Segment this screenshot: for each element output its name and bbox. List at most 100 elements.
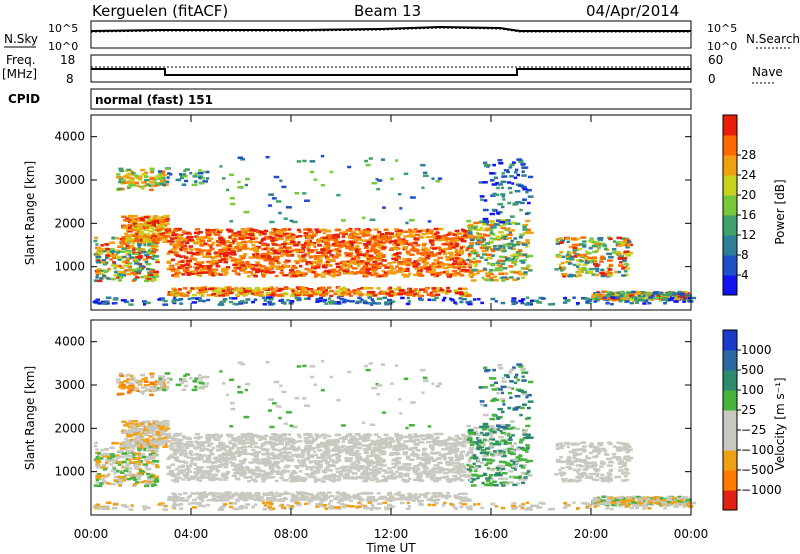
velocity-echo-cell bbox=[147, 445, 153, 449]
power-echo-cell bbox=[127, 214, 134, 218]
velocity-echo-cell bbox=[110, 459, 115, 462]
nsky-tick-top-right: 10^5 bbox=[707, 22, 737, 35]
power-echo-cell bbox=[240, 235, 246, 238]
power-echo-cell bbox=[198, 274, 203, 277]
velocity-echo-cell bbox=[96, 484, 103, 488]
power-echo-cell bbox=[101, 272, 105, 276]
power-echo-cell bbox=[386, 298, 393, 302]
power-echo-cell bbox=[149, 177, 155, 181]
power-echo-cell bbox=[306, 236, 312, 239]
velocity-echo-cell bbox=[104, 475, 109, 478]
velocity-echo-cell bbox=[425, 471, 432, 474]
power-echo-cell bbox=[113, 274, 118, 277]
power-echo-cell bbox=[248, 256, 254, 259]
power-echo-cell bbox=[486, 253, 493, 257]
power-echo-cell bbox=[558, 241, 564, 244]
power-echo-cell bbox=[275, 286, 279, 290]
power-echo-cell bbox=[279, 293, 283, 296]
power-echo-cell bbox=[120, 242, 126, 245]
power-echo-cell bbox=[310, 243, 315, 246]
power-echo-cell bbox=[137, 262, 143, 266]
power-echo-cell bbox=[216, 230, 223, 234]
power-echo-cell bbox=[329, 289, 335, 293]
power-echo-cell bbox=[191, 296, 197, 300]
power-echo-cell bbox=[431, 268, 437, 271]
velocity-echo-cell bbox=[134, 436, 139, 440]
power-echo-cell bbox=[455, 235, 460, 239]
power-echo-cell bbox=[228, 291, 234, 295]
power-echo-cell bbox=[476, 254, 480, 257]
velocity-echo-cell bbox=[395, 470, 399, 474]
power-echo-cell bbox=[323, 266, 328, 269]
velocity-echo-cell bbox=[140, 480, 145, 484]
power-echo-cell bbox=[500, 205, 505, 209]
power-echo-cell bbox=[668, 298, 674, 301]
power-echo-cell bbox=[503, 237, 508, 240]
power-echo-cell bbox=[307, 270, 312, 273]
power-echo-cell bbox=[425, 232, 431, 235]
power-echo-cell bbox=[353, 237, 359, 241]
power-echo-cell bbox=[283, 287, 289, 291]
power-echo-cell bbox=[376, 234, 380, 237]
power-echo-cell bbox=[269, 248, 273, 251]
power-echo-cell bbox=[525, 239, 530, 242]
power-echo-cell bbox=[500, 180, 507, 184]
velocity-echo-cell bbox=[264, 448, 270, 451]
power-echo-cell bbox=[576, 243, 581, 247]
power-echo-cell bbox=[263, 247, 267, 251]
velocity-echo-cell bbox=[392, 448, 397, 451]
power-echo-cell bbox=[183, 256, 189, 259]
velocity-echo-cell bbox=[126, 462, 132, 465]
power-echo-cell bbox=[228, 235, 232, 239]
power-echo-cell bbox=[127, 230, 133, 233]
velocity-echo-cell bbox=[221, 474, 227, 478]
power-echo-cell bbox=[321, 228, 327, 232]
freq-label-line2: [MHz] bbox=[2, 67, 37, 81]
velocity-echo-cell bbox=[118, 463, 124, 466]
power-echo-cell bbox=[290, 288, 295, 291]
power-echo-cell bbox=[182, 239, 188, 242]
power-echo-cell bbox=[520, 201, 525, 205]
power-echo-cell bbox=[335, 265, 341, 269]
power-echo-cell bbox=[114, 270, 120, 274]
velocity-echo-cell bbox=[352, 443, 359, 447]
power-echo-cell bbox=[437, 177, 443, 180]
power-echo-cell bbox=[285, 206, 292, 209]
power-echo-cell bbox=[652, 291, 658, 295]
power-echo-cell bbox=[104, 270, 109, 273]
power-echo-cell bbox=[380, 246, 387, 249]
power-echo-cell bbox=[94, 236, 98, 240]
power-echo-cell bbox=[291, 289, 295, 293]
power-echo-cell bbox=[437, 227, 444, 231]
power-echo-cell bbox=[512, 260, 518, 263]
velocity-echo-cell bbox=[199, 441, 205, 444]
power-echo-cell bbox=[459, 258, 464, 261]
power-echo-cell bbox=[368, 238, 374, 241]
power-echo-cell bbox=[95, 269, 101, 273]
power-echo-cell bbox=[494, 300, 498, 303]
power-echo-cell bbox=[286, 242, 292, 245]
power-echo-cell bbox=[295, 292, 300, 295]
power-echo-cell bbox=[422, 258, 427, 261]
power-echo-cell bbox=[575, 265, 580, 268]
power-echo-cell bbox=[645, 296, 650, 299]
power-echo-cell bbox=[276, 243, 282, 247]
power-echo-cell bbox=[506, 219, 511, 222]
power-echo-cell bbox=[143, 243, 147, 247]
velocity-echo-cell bbox=[375, 480, 382, 483]
power-echo-cell bbox=[271, 270, 276, 274]
power-echo-cell bbox=[318, 255, 323, 259]
velocity-echo-cell bbox=[121, 465, 125, 469]
cpid-frame bbox=[90, 88, 692, 110]
power-echo-cell bbox=[344, 271, 350, 275]
power-echo-cell bbox=[522, 225, 527, 229]
power-echo-cell bbox=[564, 299, 570, 302]
power-echo-cell bbox=[611, 298, 617, 302]
power-echo-cell bbox=[154, 175, 160, 178]
power-echo-cell bbox=[138, 258, 142, 261]
power-echo-cell bbox=[266, 247, 271, 251]
power-echo-cell bbox=[279, 179, 283, 183]
velocity-echo-cell bbox=[355, 463, 360, 467]
power-echo-cell bbox=[382, 241, 387, 245]
